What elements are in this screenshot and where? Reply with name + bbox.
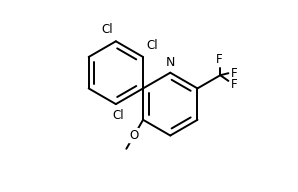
Text: Cl: Cl bbox=[112, 109, 124, 122]
Text: F: F bbox=[231, 67, 238, 80]
Text: Cl: Cl bbox=[101, 23, 113, 36]
Text: F: F bbox=[231, 78, 238, 91]
Text: N: N bbox=[166, 56, 175, 69]
Text: F: F bbox=[216, 53, 223, 66]
Text: O: O bbox=[129, 129, 139, 142]
Text: Cl: Cl bbox=[146, 39, 158, 52]
